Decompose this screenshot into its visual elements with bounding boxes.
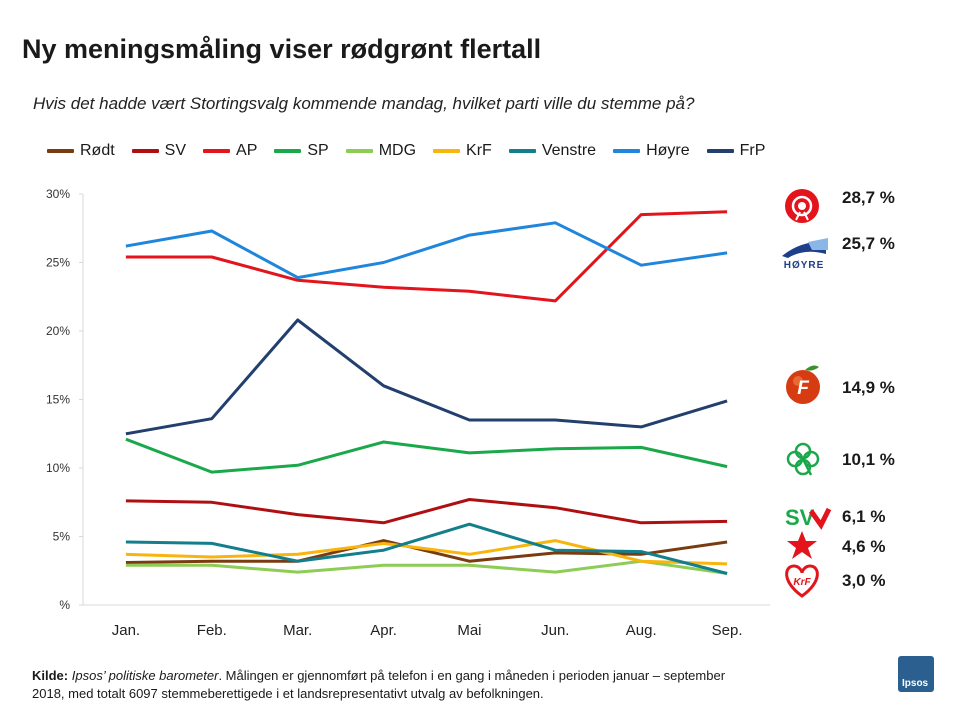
- ipsos-logo-text: Ipsos: [902, 678, 929, 689]
- legend-label: FrP: [739, 142, 766, 159]
- latest-value-rødt: 4,6 %: [842, 537, 885, 556]
- x-tick-label: Aug.: [626, 622, 657, 639]
- sp-clover-logo: [786, 442, 820, 476]
- sv-logo: SV: [785, 505, 832, 530]
- latest-value-frp: 14,9 %: [842, 378, 895, 397]
- series-line-sp: [125, 437, 728, 474]
- legend-item-ap: AP: [203, 142, 257, 160]
- latest-value-krf: 3,0 %: [842, 571, 885, 590]
- y-tick-label: 25%: [46, 256, 70, 270]
- y-tick-label: 20%: [46, 324, 70, 338]
- x-tick-label: Apr.: [370, 622, 397, 639]
- legend-label: Høyre: [646, 142, 690, 159]
- frp-logo-letter: F: [797, 378, 810, 399]
- y-tick-label: %: [59, 598, 70, 612]
- legend-item-sv: SV: [131, 142, 187, 160]
- x-tick-label: Mar.: [283, 622, 312, 639]
- page-subtitle: Hvis det hadde vært Stortingsvalg kommen…: [33, 94, 695, 113]
- legend-item-mdg: MDG: [345, 142, 417, 160]
- sv-logo-text: SV: [785, 505, 815, 530]
- latest-value-sp: 10,1 %: [842, 450, 895, 469]
- legend-swatch: [203, 149, 231, 153]
- legend-swatch: [47, 149, 74, 153]
- series-line-krf: [125, 539, 728, 566]
- chart-series: [125, 210, 728, 575]
- legend-swatch: [706, 149, 734, 153]
- series-line-rødt: [125, 539, 728, 564]
- legend-swatch: [508, 149, 536, 153]
- krf-heart-logo: KrF: [785, 564, 819, 598]
- legend-label: Rødt: [80, 142, 115, 159]
- hoyre-logo: HØYRE: [782, 238, 828, 271]
- series-line-høyre: [125, 221, 728, 280]
- source-text: . Målingen er gjennomført på telefon i e…: [32, 668, 726, 701]
- line-chart: % 5% 10% 15% 20% 25% 30% Jan. Feb. Mar. Apr. Mai Jun…: [46, 187, 895, 639]
- y-tick-label: 30%: [46, 187, 70, 201]
- chart-axes: % 5% 10% 15% 20% 25% 30% Jan. Feb. Mar. Apr. Mai Jun…: [46, 187, 770, 639]
- y-tick-label: 15%: [46, 393, 70, 407]
- legend-item-frp: FrP: [706, 142, 766, 160]
- source-name: Ipsos’ politiske barometer: [71, 668, 219, 683]
- legend-swatch: [433, 149, 461, 153]
- x-tick-label: Sep.: [712, 622, 743, 639]
- legend-item-sp: SP: [274, 142, 329, 160]
- x-tick-label: Jan.: [112, 622, 140, 639]
- hoyre-logo-text: HØYRE: [784, 260, 825, 271]
- source-label: Kilde:: [32, 668, 69, 683]
- legend-swatch: [345, 149, 373, 153]
- legend-label: SP: [307, 142, 329, 159]
- chart-legend: Rødt SV AP SP MDG KrF Venstre Høyre FrP: [47, 142, 782, 160]
- legend-item-rødt: Rødt: [47, 142, 115, 160]
- legend-item-krf: KrF: [433, 142, 492, 160]
- legend-label: MDG: [378, 142, 417, 159]
- krf-logo-text: KrF: [793, 577, 811, 588]
- page-title: Ny meningsmåling viser rødgrønt flertall: [22, 34, 542, 64]
- legend-item-høyre: Høyre: [613, 142, 690, 160]
- legend-label: AP: [236, 142, 258, 159]
- party-logos: HØYRE F SV: [782, 189, 832, 598]
- ap-rose-logo: [785, 189, 819, 223]
- latest-value-høyre: 25,7 %: [842, 234, 895, 253]
- latest-value-sv: 6,1 %: [842, 507, 885, 526]
- legend-label: SV: [164, 142, 187, 159]
- y-tick-label: 5%: [53, 530, 71, 544]
- series-line-mdg: [125, 559, 728, 575]
- legend-label: KrF: [466, 142, 492, 159]
- frp-apple-logo: F: [786, 365, 820, 404]
- latest-value-ap: 28,7 %: [842, 188, 895, 207]
- series-line-venstre: [125, 522, 728, 575]
- legend-swatch: [274, 149, 302, 153]
- ipsos-logo: Ipsos: [898, 656, 934, 692]
- legend-label: Venstre: [541, 142, 597, 159]
- source-note: Kilde: Ipsos’ politiske barometer. Målin…: [32, 667, 752, 703]
- legend-swatch: [131, 149, 159, 153]
- y-tick-label: 10%: [46, 461, 70, 475]
- rodt-star-logo: [787, 531, 817, 559]
- series-line-ap: [125, 210, 728, 303]
- series-line-sv: [125, 498, 728, 525]
- x-tick-label: Jun.: [541, 622, 569, 639]
- series-line-frp: [125, 318, 728, 436]
- x-tick-label: Feb.: [197, 622, 227, 639]
- legend-item-venstre: Venstre: [508, 142, 597, 160]
- latest-value-labels: 28,7 % 25,7 % 14,9 % 10,1 % 6,1 % 4,6 % 3,0 %: [842, 188, 895, 590]
- x-tick-label: Mai: [457, 622, 481, 639]
- legend-swatch: [613, 149, 641, 153]
